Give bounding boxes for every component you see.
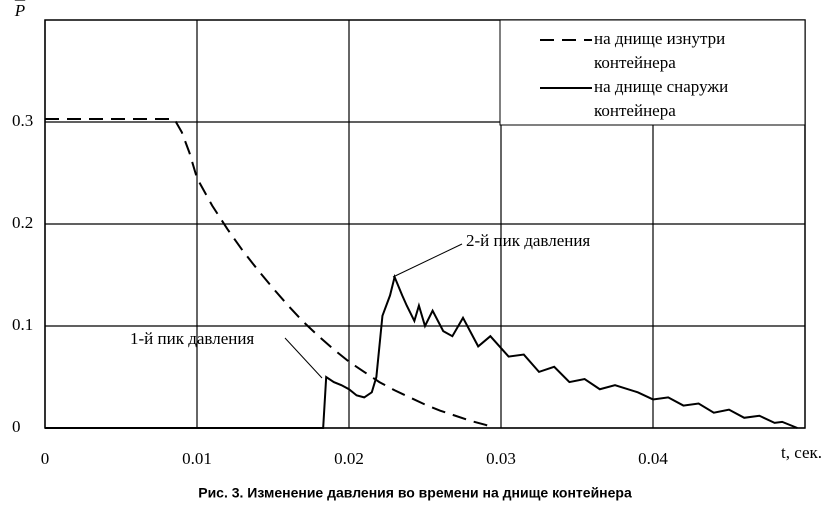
line-series xyxy=(45,273,798,429)
y-tick-label: 0.2 xyxy=(12,213,33,232)
annotation: 2-й пик давления xyxy=(466,231,590,250)
caption: Рис. 3. Изменение давления во времени на… xyxy=(198,485,632,501)
x-tick-label: 0 xyxy=(41,449,50,468)
annotation-leader xyxy=(284,337,323,379)
legend-label-box: на днище изнутри контейнера xyxy=(594,29,726,72)
y-axis-label: P xyxy=(14,1,25,20)
x-tick-label: 0.02 xyxy=(334,449,364,468)
legend-label-box: на днище снаружи контейнера xyxy=(594,77,729,120)
legend-box xyxy=(499,19,806,126)
plot-frame xyxy=(44,19,806,429)
legend-label: на днище снаружи контейнера xyxy=(594,77,729,120)
x-axis-label: t, сек. xyxy=(781,443,822,462)
x-tick-label: 0.03 xyxy=(486,449,516,468)
line-series xyxy=(45,117,494,429)
y-tick-label: 0.3 xyxy=(12,111,33,130)
y-tick-label: 0.1 xyxy=(12,315,33,334)
annotation-leader xyxy=(392,243,463,278)
annotation: 1-й пик давления xyxy=(130,329,254,348)
x-tick-label: 0.01 xyxy=(182,449,212,468)
legend-label: на днище изнутри контейнера xyxy=(594,29,726,72)
y-tick-label: 0 xyxy=(12,417,21,436)
x-tick-label: 0.04 xyxy=(638,449,668,468)
